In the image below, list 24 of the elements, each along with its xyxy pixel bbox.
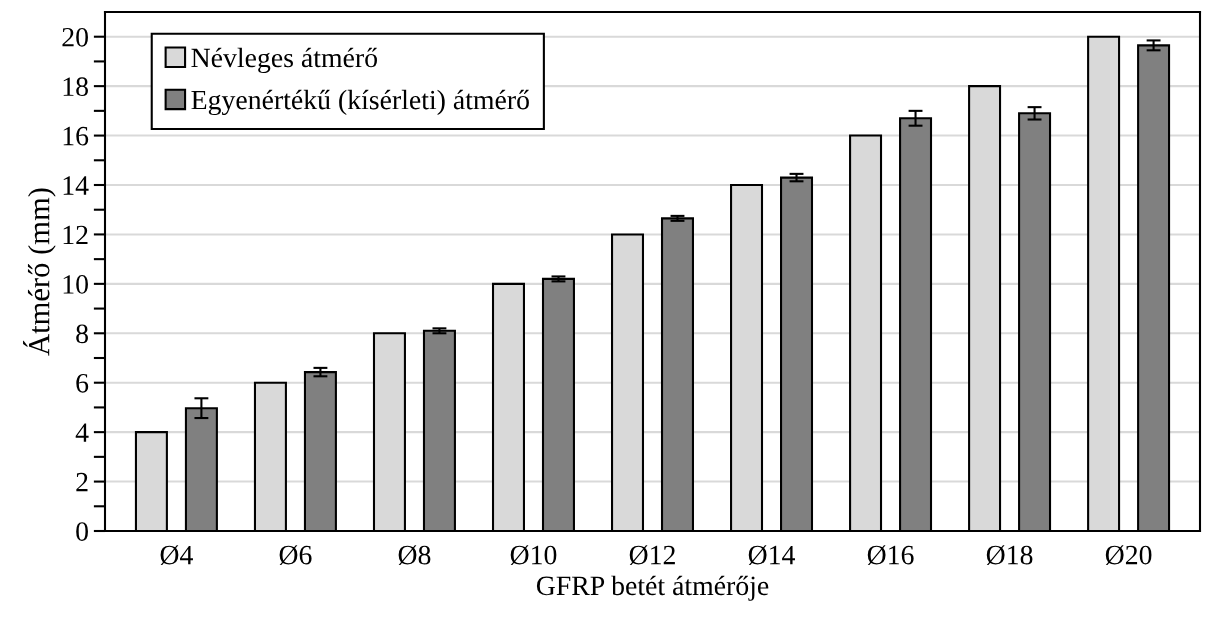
y-tick-label: 8 [76, 324, 88, 344]
legend-label: Névleges átmérő [191, 47, 377, 73]
y-tick-label: 16 [63, 126, 89, 146]
x-tick-label: Ø16 [867, 545, 914, 565]
y-tick-label: 4 [75, 423, 89, 442]
y-tick-label: 2 [76, 472, 88, 492]
y-tick-label: 20 [62, 27, 88, 47]
x-tick-label: Ø12 [629, 545, 675, 565]
x-axis-title: GFRP betét átmérője [536, 575, 769, 601]
y-tick-label: 18 [63, 77, 88, 97]
y-tick-label: 10 [63, 275, 88, 294]
x-tick-label: Ø20 [1105, 545, 1152, 565]
legend-label: Egyenértékű (kísérleti) átmérő [191, 89, 529, 116]
y-tick-label: 6 [76, 373, 89, 393]
y-axis-title: Átmérő (mm) [23, 188, 56, 356]
y-tick-label: 0 [76, 522, 88, 541]
x-tick-label: Ø4 [160, 545, 193, 565]
x-tick-label: Ø18 [986, 545, 1033, 565]
y-tick-label: 14 [63, 176, 89, 195]
x-tick-label: Ø14 [748, 545, 796, 565]
x-tick-label: Ø10 [510, 545, 557, 565]
x-tick-label: Ø8 [398, 545, 431, 565]
y-tick-label: 12 [63, 225, 88, 245]
x-tick-label: Ø6 [279, 545, 312, 565]
